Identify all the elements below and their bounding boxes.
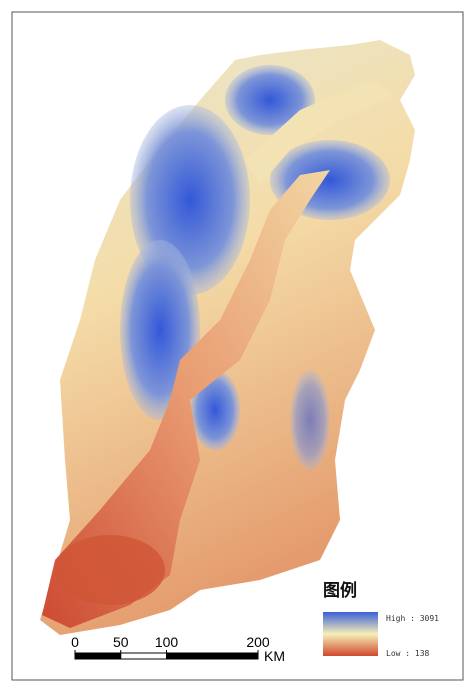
basin-relief (55, 535, 165, 605)
legend-ramp (323, 612, 378, 656)
province-relief (40, 40, 415, 635)
legend: 图例 High : 3091 Low : 138 (323, 580, 439, 658)
legend-high: High : 3091 (386, 614, 439, 623)
legend-low: Low : 138 (386, 649, 430, 658)
scale-segment (120, 652, 167, 660)
basin-relief (245, 80, 395, 185)
scale-unit: KM (264, 648, 285, 664)
scale-label: 0 (71, 634, 79, 650)
scale-segment (74, 652, 122, 660)
scale-label: 50 (113, 634, 129, 650)
scale-label: 200 (246, 634, 270, 650)
basin-relief (42, 170, 330, 628)
legend-title: 图例 (323, 580, 357, 601)
scale-label: 100 (155, 634, 179, 650)
scale-segment (166, 652, 259, 660)
mountain-relief (290, 370, 330, 470)
